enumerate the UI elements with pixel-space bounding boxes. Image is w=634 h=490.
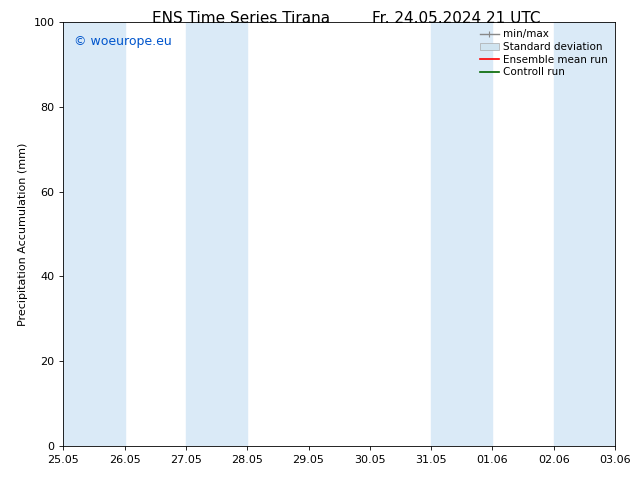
Bar (615, 22, 634, 446)
Text: ENS Time Series Tirana: ENS Time Series Tirana (152, 11, 330, 26)
Text: Fr. 24.05.2024 21 UTC: Fr. 24.05.2024 21 UTC (372, 11, 541, 26)
Bar (553, 22, 615, 446)
Bar (63, 22, 125, 446)
Legend: min/max, Standard deviation, Ensemble mean run, Controll run: min/max, Standard deviation, Ensemble me… (478, 27, 610, 79)
Bar (186, 22, 247, 446)
Y-axis label: Precipitation Accumulation (mm): Precipitation Accumulation (mm) (18, 142, 28, 326)
Text: © woeurope.eu: © woeurope.eu (74, 35, 172, 48)
Bar (431, 22, 493, 446)
